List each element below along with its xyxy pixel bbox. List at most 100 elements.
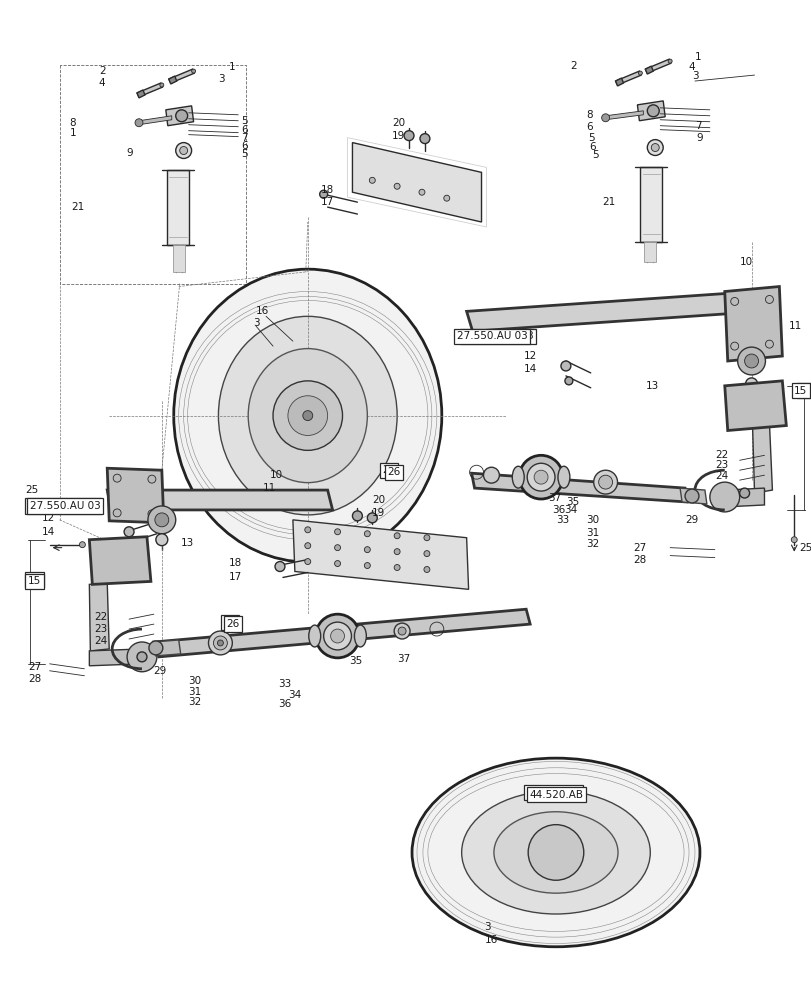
Text: 28: 28 [28,674,41,684]
Text: 32: 32 [188,697,202,707]
Circle shape [526,463,554,491]
Polygon shape [89,649,142,666]
Ellipse shape [411,758,699,947]
Polygon shape [154,640,181,656]
Text: 15: 15 [798,386,811,396]
Polygon shape [169,76,177,84]
Text: 26: 26 [382,465,395,475]
Circle shape [736,347,765,375]
Text: 12: 12 [41,513,55,523]
Text: 10: 10 [270,470,283,480]
Text: 27.550.AU 03: 27.550.AU 03 [462,331,533,341]
Text: 6: 6 [589,142,595,152]
Text: 36: 36 [277,699,291,709]
Text: 4: 4 [687,62,693,72]
Text: 16: 16 [484,935,497,945]
Circle shape [156,534,168,546]
Circle shape [518,455,562,499]
Text: 9: 9 [695,133,702,143]
Polygon shape [605,111,642,120]
Ellipse shape [709,482,739,512]
Text: 12: 12 [524,351,537,361]
Circle shape [148,641,163,655]
Polygon shape [645,59,671,73]
Circle shape [730,297,738,305]
Text: 32: 32 [585,539,599,549]
Text: 3: 3 [218,74,225,84]
Circle shape [113,509,121,517]
Text: 10: 10 [739,257,752,267]
Circle shape [730,342,738,350]
Text: 23: 23 [714,460,727,470]
Ellipse shape [493,812,617,893]
Polygon shape [466,292,762,331]
Text: 5: 5 [591,150,598,160]
Circle shape [130,542,138,550]
Text: 27: 27 [633,543,646,553]
Text: 8: 8 [70,118,76,128]
Circle shape [79,542,85,548]
Text: 11: 11 [263,483,276,493]
Circle shape [148,475,156,483]
Text: 28: 28 [633,555,646,565]
Text: 18: 18 [320,185,333,195]
Ellipse shape [308,625,320,647]
Text: 17: 17 [320,197,333,207]
Text: 20: 20 [392,118,405,128]
Circle shape [765,295,772,303]
Text: 36: 36 [551,505,564,515]
Circle shape [598,475,611,489]
Text: 34: 34 [288,690,301,700]
Ellipse shape [461,791,650,914]
Circle shape [419,134,429,144]
Circle shape [364,563,370,569]
Text: 30: 30 [585,515,599,525]
Text: 15: 15 [793,386,806,396]
Text: 31: 31 [188,687,202,697]
Text: 27.550.AU 03: 27.550.AU 03 [30,501,101,511]
Polygon shape [107,468,164,523]
Text: 18: 18 [228,558,242,568]
Circle shape [137,652,147,662]
Text: 6: 6 [241,141,247,151]
Text: 23: 23 [94,624,107,634]
Circle shape [637,71,642,75]
Circle shape [213,636,227,650]
Text: 24: 24 [714,471,727,481]
Text: 24: 24 [94,636,107,646]
Text: 11: 11 [788,321,801,331]
Ellipse shape [127,642,157,672]
Bar [173,245,184,272]
Circle shape [393,533,400,539]
Text: 2: 2 [99,66,105,76]
Circle shape [135,119,143,127]
Text: 37: 37 [547,493,560,503]
Text: 35: 35 [349,656,363,666]
Circle shape [148,510,156,518]
Bar [640,167,662,242]
Circle shape [303,411,312,421]
Circle shape [560,361,570,371]
Polygon shape [137,83,163,97]
Circle shape [155,513,169,527]
Polygon shape [680,488,706,504]
Circle shape [330,629,344,643]
Text: 26: 26 [387,467,400,477]
Bar [644,242,655,262]
Polygon shape [724,488,763,507]
Circle shape [393,623,410,639]
Circle shape [175,110,187,122]
Text: 29: 29 [152,666,166,676]
Text: 4: 4 [98,78,105,88]
Circle shape [367,513,377,523]
Circle shape [208,631,232,655]
Circle shape [148,506,175,534]
Polygon shape [637,101,664,121]
Polygon shape [89,582,109,651]
Circle shape [527,825,583,880]
Text: 25: 25 [798,543,811,553]
Polygon shape [165,106,193,126]
Circle shape [534,470,547,484]
Circle shape [423,535,429,541]
Text: 1: 1 [228,62,234,72]
